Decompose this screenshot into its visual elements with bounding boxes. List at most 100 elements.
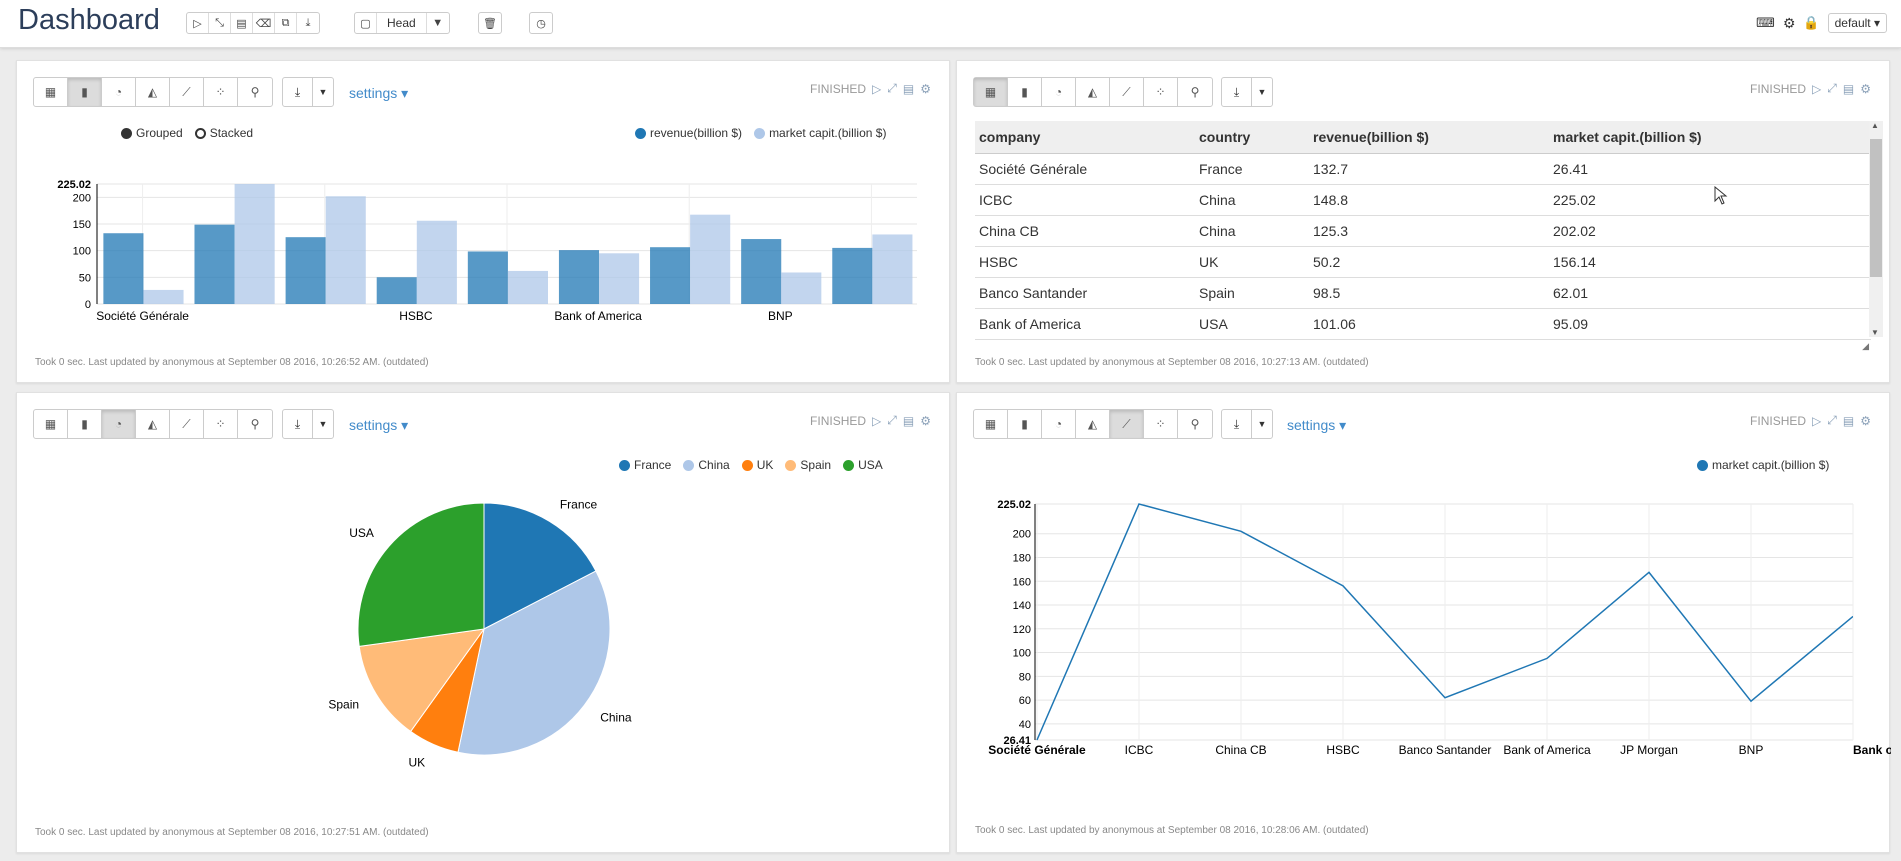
area-chart-icon[interactable]: ◭	[1076, 78, 1110, 106]
book-icon[interactable]: ▤	[902, 413, 915, 428]
legend-item-market-cap[interactable]: market capit.(billion $)	[754, 126, 886, 140]
expand-icon[interactable]: ⤢	[887, 413, 897, 427]
bar[interactable]	[781, 272, 822, 304]
paragraph-gear-icon[interactable]: ⚙	[920, 413, 931, 428]
book-icon[interactable]: ▤	[1842, 413, 1855, 428]
scatter-chart-icon[interactable]: ⁘	[204, 410, 238, 438]
scatter-chart-icon[interactable]: ⁘	[1144, 410, 1178, 438]
resize-handle-icon[interactable]: ◢	[1862, 341, 1869, 351]
column-header[interactable]: market capit.(billion $)	[1549, 121, 1871, 154]
line-chart-icon[interactable]: ⟋	[170, 410, 204, 438]
grouped-option[interactable]: Grouped	[121, 126, 183, 140]
bar-chart-icon[interactable]: ▮	[68, 410, 102, 438]
bar[interactable]	[194, 224, 235, 304]
column-header[interactable]: company	[975, 121, 1195, 154]
pie-chart-icon[interactable]: ◔	[102, 410, 136, 438]
paragraph-gear-icon[interactable]: ⚙	[1860, 81, 1871, 96]
map-pin-icon[interactable]: ⚲	[1190, 85, 1200, 99]
bar[interactable]	[103, 233, 144, 304]
legend-item-uk[interactable]: UK	[741, 458, 773, 472]
pie-slice[interactable]	[483, 502, 597, 630]
pie-slice[interactable]	[358, 628, 486, 733]
pie-slice[interactable]	[357, 502, 485, 647]
bar[interactable]	[285, 237, 326, 304]
bar-chart-icon[interactable]: ▮	[1008, 78, 1042, 106]
download-caret-icon[interactable]: ▼	[318, 87, 328, 97]
legend-item-france[interactable]: France	[619, 458, 671, 472]
download-icon[interactable]: ⤓	[283, 78, 313, 106]
map-pin-icon[interactable]: ⚲	[1190, 417, 1200, 431]
head-version[interactable]: Head	[377, 13, 427, 33]
line-chart-icon[interactable]: ⟋	[1110, 78, 1144, 106]
column-header[interactable]: country	[1195, 121, 1309, 154]
bar[interactable]	[143, 289, 184, 304]
download-icon[interactable]: ⤓	[1222, 78, 1252, 106]
bar[interactable]	[599, 253, 640, 304]
bar[interactable]	[416, 220, 457, 304]
table-view-icon[interactable]: ▦	[34, 78, 68, 106]
bar[interactable]	[376, 277, 417, 304]
book-icon[interactable]: ▤	[1842, 81, 1855, 96]
line-chart-icon[interactable]: ⟋	[170, 78, 204, 106]
download-caret-icon[interactable]: ▼	[1257, 419, 1267, 429]
line-chart-icon[interactable]: ⟋	[1110, 410, 1144, 438]
settings-toggle[interactable]: settings ▾	[1287, 417, 1347, 433]
scatter-chart-icon[interactable]: ⁘	[1144, 78, 1178, 106]
table-view-icon[interactable]: ▦	[974, 78, 1008, 106]
expand-icon[interactable]: ⤢	[1827, 81, 1837, 95]
table-view-icon[interactable]: ▦	[34, 410, 68, 438]
settings-toggle[interactable]: settings ▾	[349, 85, 409, 101]
legend-item-china[interactable]: China	[683, 458, 730, 472]
toggle-code-icon[interactable]: ⤡	[209, 13, 231, 33]
bar[interactable]	[872, 234, 913, 304]
scroll-down-icon[interactable]: ▼	[1871, 328, 1879, 337]
bar[interactable]	[507, 270, 548, 304]
legend-item-spain[interactable]: Spain	[785, 458, 831, 472]
toggle-output-icon[interactable]: ▤	[231, 13, 253, 33]
run-icon[interactable]: ▷	[872, 413, 882, 428]
legend-item-usa[interactable]: USA	[843, 458, 883, 472]
export-note-icon[interactable]: ⤓	[305, 16, 311, 29]
bar-chart-icon[interactable]: ▮	[68, 78, 102, 106]
bar[interactable]	[690, 214, 731, 304]
filter-icon[interactable]: ▼	[432, 17, 444, 29]
run-icon[interactable]: ▷	[1812, 81, 1822, 96]
download-caret-icon[interactable]: ▼	[1257, 87, 1267, 97]
book-icon[interactable]: ▤	[902, 81, 915, 96]
area-chart-icon[interactable]: ◭	[1076, 410, 1110, 438]
bar[interactable]	[832, 247, 873, 304]
pie-slice[interactable]	[457, 570, 611, 756]
run-all-icon[interactable]: ▷	[187, 13, 209, 33]
run-icon[interactable]: ▷	[872, 81, 882, 96]
expand-icon[interactable]: ⤢	[887, 81, 897, 95]
keyboard-icon[interactable]: ⌨	[1756, 15, 1775, 30]
download-icon[interactable]: ⤓	[1222, 410, 1252, 438]
commit-icon[interactable]: ▢	[355, 13, 377, 33]
lock-icon[interactable]: 🔒	[1803, 15, 1820, 30]
scrollbar-thumb[interactable]	[1870, 139, 1882, 277]
paragraph-gear-icon[interactable]: ⚙	[1860, 413, 1871, 428]
table-view-icon[interactable]: ▦	[974, 410, 1008, 438]
bar[interactable]	[741, 239, 782, 304]
area-chart-icon[interactable]: ◭	[136, 410, 170, 438]
bar[interactable]	[558, 250, 600, 304]
clone-note-icon[interactable]: ⧉	[275, 13, 297, 33]
pie-chart-icon[interactable]: ◔	[102, 78, 136, 106]
area-chart-icon[interactable]: ◭	[136, 78, 170, 106]
trash-icon[interactable]: 🗑	[483, 17, 497, 30]
pie-chart-icon[interactable]: ◔	[1042, 410, 1076, 438]
download-caret-icon[interactable]: ▼	[318, 419, 328, 429]
expand-icon[interactable]: ⤢	[1827, 413, 1837, 427]
pie-chart-icon[interactable]: ◔	[1042, 78, 1076, 106]
legend-item-market-cap[interactable]: market capit.(billion $)	[1697, 458, 1829, 472]
settings-toggle[interactable]: settings ▾	[349, 417, 409, 433]
stacked-option[interactable]: Stacked	[194, 126, 253, 140]
download-icon[interactable]: ⤓	[283, 410, 313, 438]
bar-chart-icon[interactable]: ▮	[1008, 410, 1042, 438]
scatter-chart-icon[interactable]: ⁘	[204, 78, 238, 106]
column-header[interactable]: revenue(billion $)	[1309, 121, 1549, 154]
clear-output-icon[interactable]: ⌫	[253, 13, 275, 33]
map-pin-icon[interactable]: ⚲	[250, 85, 260, 99]
bar[interactable]	[234, 184, 275, 304]
scroll-up-icon[interactable]: ▲	[1871, 121, 1879, 130]
